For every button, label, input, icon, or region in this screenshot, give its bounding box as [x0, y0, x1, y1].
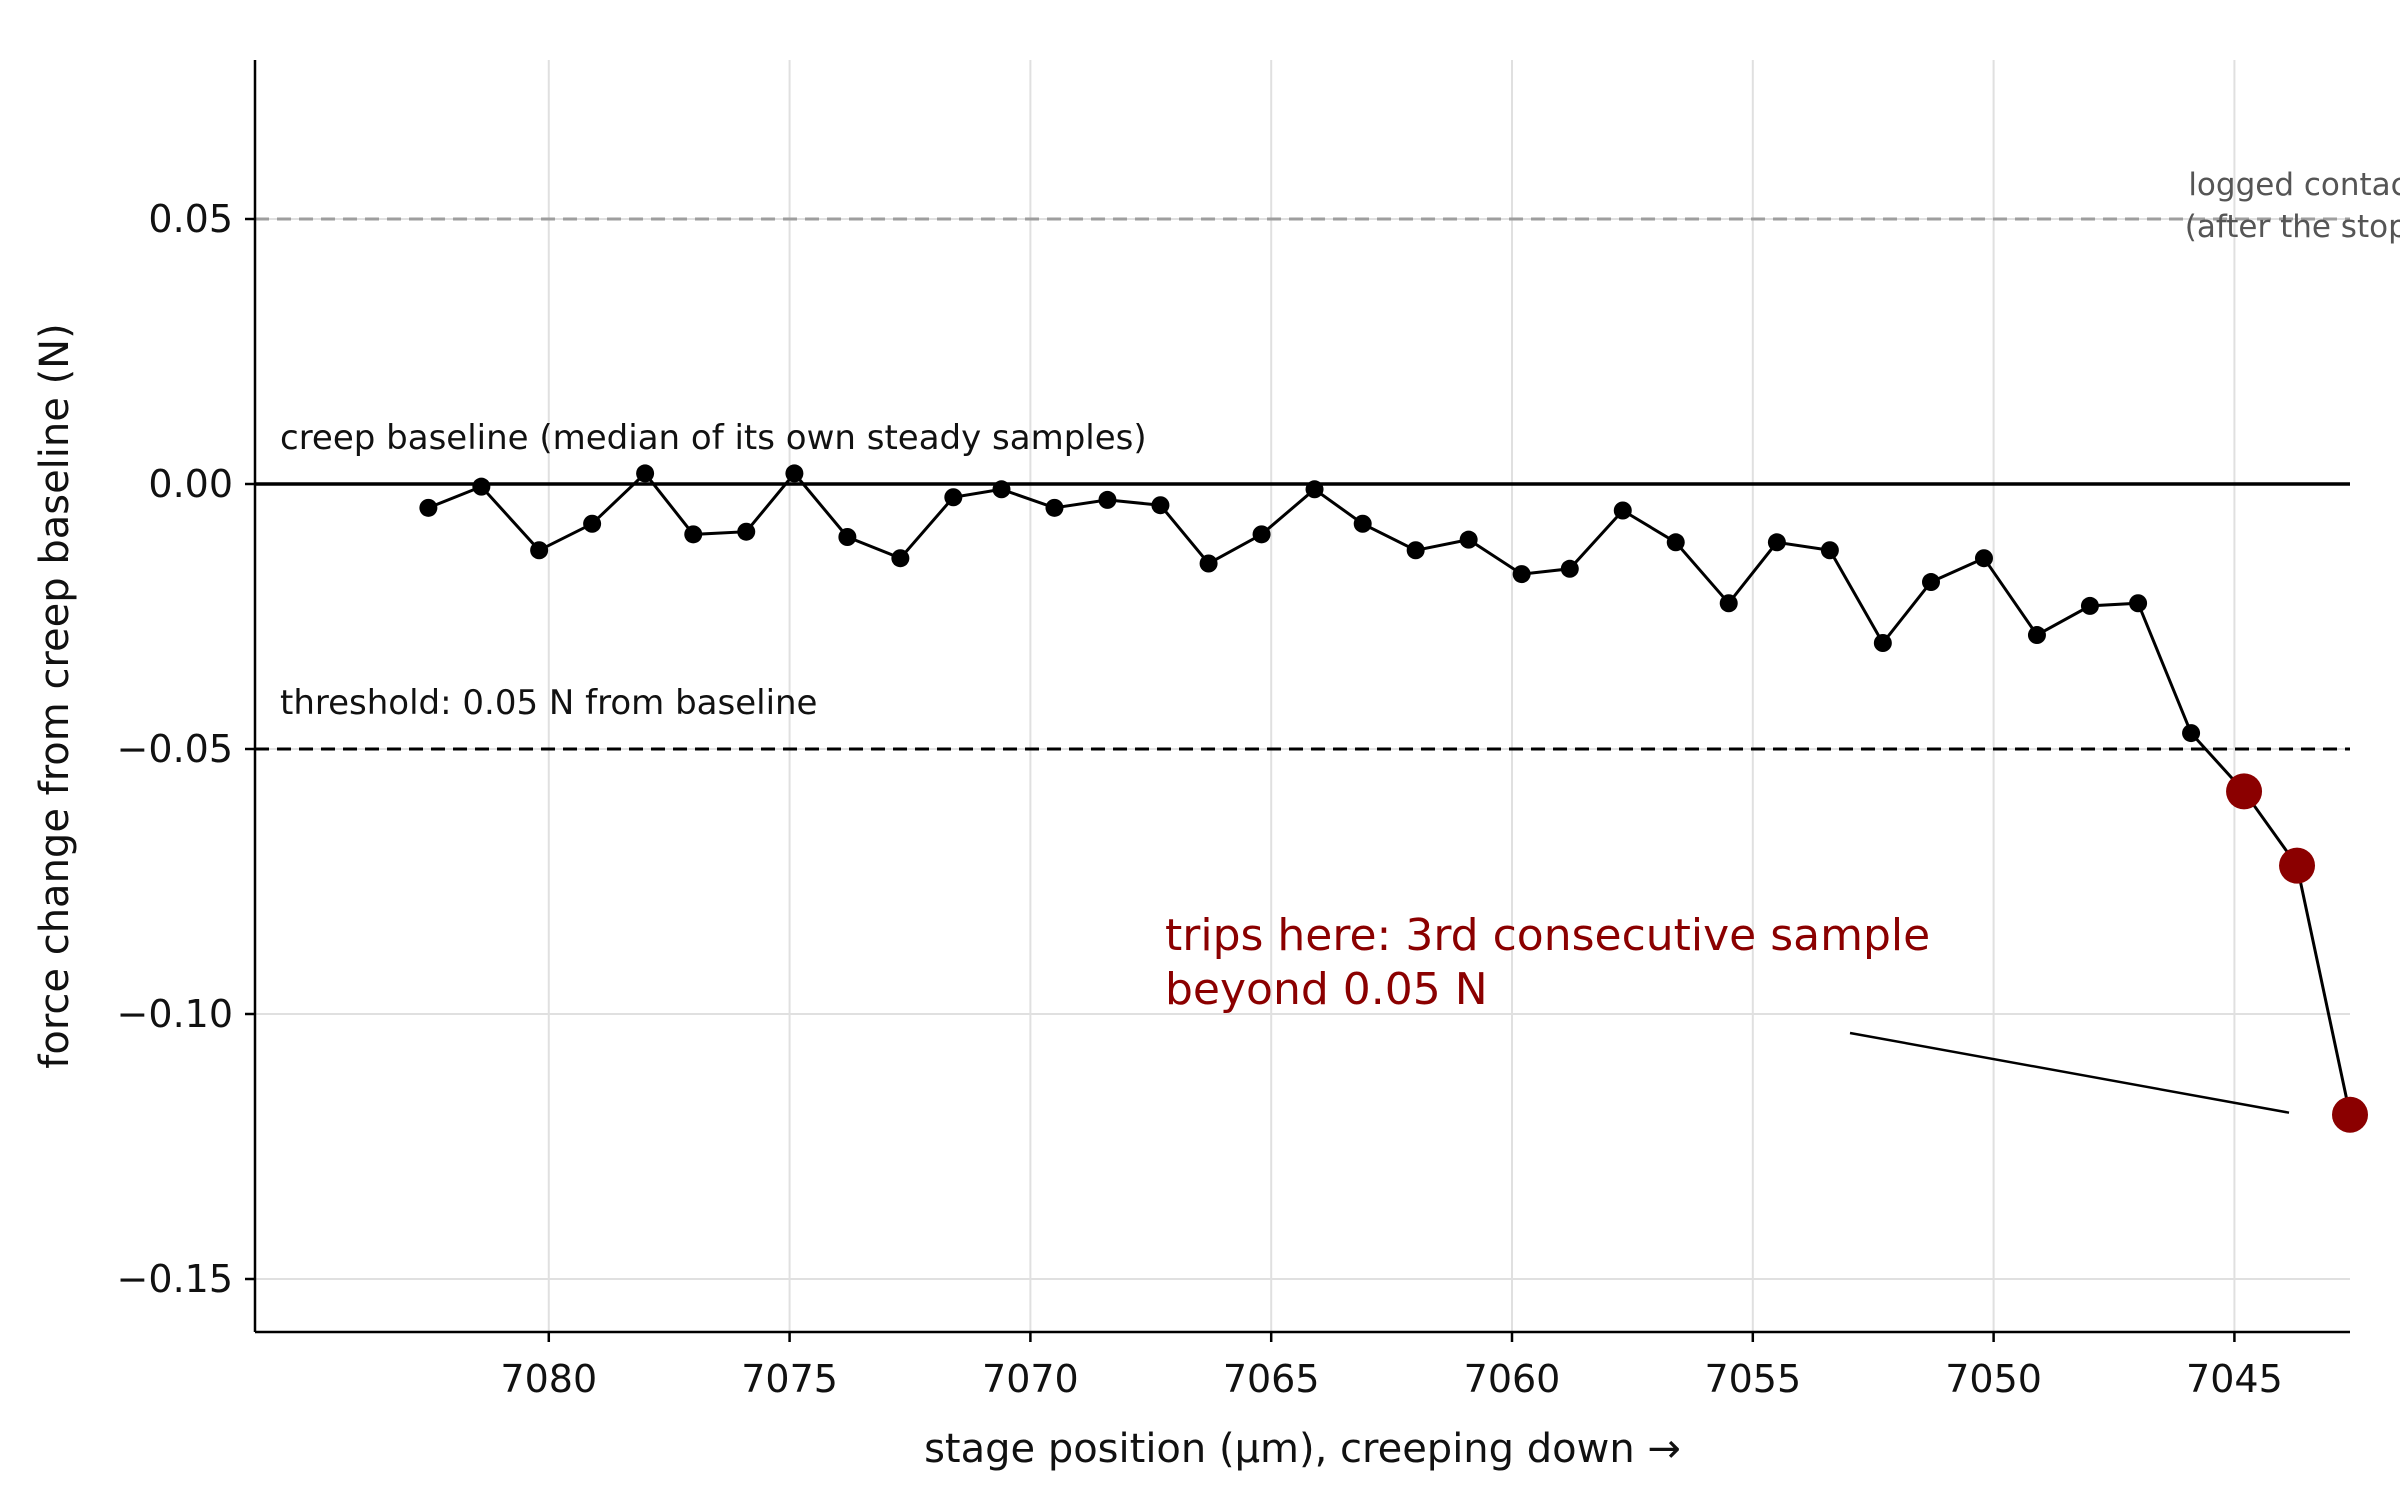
- y-tick-label: −0.10: [117, 992, 233, 1036]
- x-tick-label: 7065: [1223, 1357, 1320, 1401]
- x-axis-label: stage position (µm), creeping down →: [924, 1426, 1681, 1472]
- y-axis-label: force change from creep baseline (N): [32, 323, 78, 1068]
- data-point: [1353, 514, 1372, 533]
- data-point: [684, 525, 703, 544]
- contact-label-line-1: logged contact: [2188, 167, 2400, 203]
- data-point: [785, 464, 804, 483]
- data-point: [1613, 501, 1632, 520]
- data-point: [1045, 498, 1064, 517]
- data-point: [2027, 626, 2046, 645]
- data-point: [2129, 594, 2148, 613]
- y-tick-label: 0.05: [148, 197, 233, 241]
- y-tick-label: 0.00: [148, 462, 233, 506]
- data-point: [2080, 596, 2099, 615]
- data-series: [419, 464, 2368, 1133]
- x-tick-label: 7045: [2186, 1357, 2283, 1401]
- trip-sample-point: [2226, 773, 2263, 810]
- data-point: [1873, 634, 1892, 652]
- data-point: [530, 541, 549, 560]
- threshold-label: threshold: 0.05 N from baseline: [280, 683, 817, 723]
- data-point: [472, 477, 491, 496]
- baseline-label: creep baseline (median of its own steady…: [280, 418, 1147, 458]
- data-point: [2182, 724, 2201, 743]
- data-point: [419, 498, 438, 517]
- contact-label-line-2: (after the stop): [2185, 209, 2400, 245]
- data-point: [1406, 541, 1425, 560]
- data-point: [1512, 565, 1531, 584]
- trip-sample-point: [2332, 1096, 2368, 1133]
- y-tick-label: −0.15: [117, 1257, 233, 1301]
- data-point: [583, 514, 602, 533]
- data-point: [1922, 573, 1940, 592]
- data-point: [1974, 549, 1993, 568]
- data-point: [1305, 480, 1324, 499]
- data-point: [1560, 559, 1579, 578]
- trip-sample-point: [2279, 847, 2316, 884]
- x-tick-label: 7060: [1464, 1357, 1561, 1401]
- data-point: [737, 522, 756, 541]
- x-tick-label: 7055: [1704, 1357, 1801, 1401]
- trip-annotation-line-1: trips here: 3rd consecutive sample: [1165, 910, 1930, 961]
- x-tick-label: 7075: [741, 1357, 838, 1401]
- data-point: [1199, 554, 1218, 573]
- ticks: 7080 7075 7070 7065 7060 7055 7050 7045 0.05 0.00…: [117, 197, 2283, 1401]
- series-line: [427, 471, 2352, 1116]
- data-point: [838, 528, 857, 546]
- y-tick-label: −0.05: [117, 727, 233, 771]
- axes: [253, 60, 2350, 1334]
- data-point: [636, 464, 655, 483]
- data-point: [944, 488, 963, 507]
- data-point: [1820, 541, 1839, 560]
- data-point: [992, 480, 1011, 499]
- trip-annotation-line-2: beyond 0.05 N: [1165, 964, 1488, 1015]
- x-tick-label: 7070: [982, 1357, 1079, 1401]
- data-point: [1666, 533, 1685, 552]
- annotations: creep baseline (median of its own steady…: [280, 167, 2400, 1114]
- data-point: [1098, 490, 1117, 509]
- data-point: [1719, 594, 1738, 613]
- data-point: [1151, 496, 1170, 515]
- x-tick-label: 7050: [1945, 1357, 2042, 1401]
- x-tick-label: 7080: [500, 1357, 597, 1401]
- trip-annotation-arrow: [1849, 1031, 2290, 1114]
- data-point: [1767, 533, 1786, 552]
- data-point: [891, 549, 910, 568]
- data-point: [1459, 530, 1478, 549]
- data-point: [1252, 525, 1271, 544]
- reference-lines: [255, 217, 2350, 751]
